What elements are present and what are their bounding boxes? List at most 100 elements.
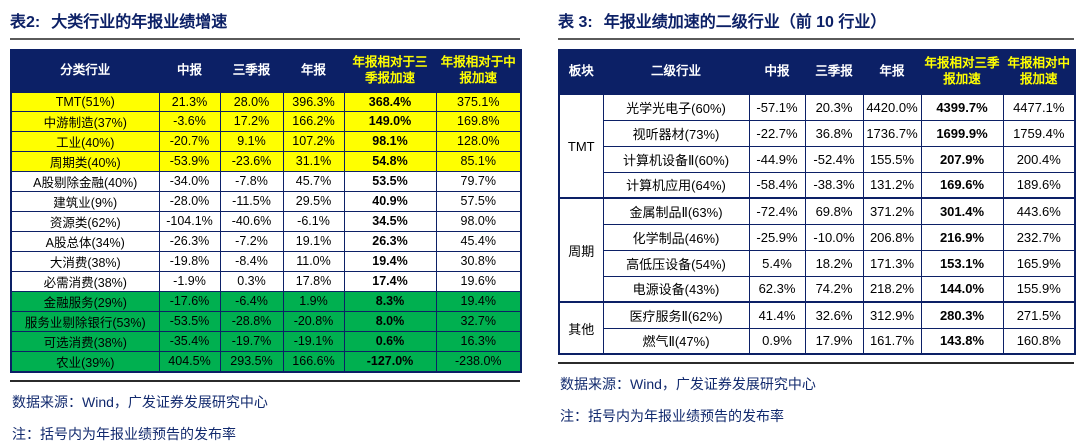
table3-cell: -44.9% — [748, 145, 806, 173]
table3-data-source: 数据来源：Wind，广发证券发展研究中心 — [560, 376, 816, 392]
table2-cell: 45.4% — [435, 230, 522, 252]
table2-header-row: 分类行业 中报 三季报 年报 年报相对于三季报加速 年报相对于中报加速 — [10, 49, 522, 93]
table2-cell: 128.0% — [435, 130, 522, 152]
table3-cell: 155.9% — [1002, 275, 1076, 303]
table3-cell: 4420.0% — [862, 93, 922, 121]
table2-title-text: 大类行业的年报业绩增速 — [51, 14, 228, 31]
table2-row: A股剔除金融(40%) -34.0% -7.8% 45.7% 53.5% 79.7% — [10, 170, 522, 192]
table3-sector-其他: 其他 — [558, 301, 604, 355]
table2-cell: 1.9% — [282, 290, 345, 312]
table2-cell: 40.9% — [343, 190, 437, 212]
table2-cell: 368.4% — [343, 91, 437, 112]
table2-cell: 工业(40%) — [10, 130, 160, 152]
table2-cell: 107.2% — [282, 130, 345, 152]
table3-cell: 4399.7% — [920, 93, 1004, 121]
table2-cell: 34.5% — [343, 210, 437, 232]
table3-cell: 17.9% — [804, 327, 864, 355]
table2-cell: 资源类(62%) — [10, 210, 160, 232]
table2-cell: -238.0% — [435, 350, 522, 372]
table2-cell: 29.5% — [282, 190, 345, 212]
table3-cell: 443.6% — [1002, 197, 1076, 225]
table3-cell: 153.1% — [920, 249, 1004, 277]
table2-header-1: 中报 — [158, 49, 221, 93]
table2-cell: 54.8% — [343, 150, 437, 172]
table2-cell: 149.0% — [343, 110, 437, 132]
table3-cell: -38.3% — [804, 171, 864, 199]
table2-cell: A股剔除金融(40%) — [10, 170, 160, 192]
table3-cell: -10.0% — [804, 223, 864, 251]
table2-cell: 大消费(38%) — [10, 250, 160, 272]
table3-cell: 144.0% — [920, 275, 1004, 303]
table2-cell: -3.6% — [158, 110, 221, 132]
table3-title: 表 3: 年报业绩加速的二级行业（前 10 行业） — [558, 8, 1074, 32]
table3-cell: 216.9% — [920, 223, 1004, 251]
table3-sector-TMT: TMT — [558, 93, 604, 199]
table2-header-5: 年报相对于中报加速 — [435, 49, 522, 93]
table2-title: 表2: 大类行业的年报业绩增速 — [10, 8, 520, 32]
table2-row: 大消费(38%) -19.8% -8.4% 11.0% 19.4% 30.8% — [10, 250, 522, 272]
table2-cell: 建筑业(9%) — [10, 190, 160, 212]
table2-title-label: 表2: — [10, 14, 41, 31]
table3-cell: 0.9% — [748, 327, 806, 355]
table2-cell: -35.4% — [158, 330, 221, 352]
table3-cell: 301.4% — [920, 197, 1004, 225]
table2-cell: -104.1% — [158, 210, 221, 232]
table2-cell: 79.7% — [435, 170, 522, 192]
table2-header-4: 年报相对于三季报加速 — [343, 49, 437, 93]
table3-title-text: 年报业绩加速的二级行业（前 10 行业） — [603, 14, 887, 31]
table2-cell: -127.0% — [343, 350, 437, 372]
table3-header-0: 板块 — [558, 49, 604, 95]
table3-cell: 金属制品Ⅱ(63%) — [602, 197, 750, 225]
table2-cell: 0.3% — [219, 270, 284, 292]
table3-row: 高低压设备(54%) 5.4% 18.2% 171.3% 153.1% 165.9% — [559, 249, 1076, 277]
table2-row: 可选消费(38%) -35.4% -19.7% -19.1% 0.6% 16.3% — [10, 330, 522, 352]
table2-cell: 166.2% — [282, 110, 345, 132]
table3-header-4: 年报 — [862, 49, 922, 95]
table2-cell: 166.6% — [282, 350, 345, 372]
table2-cell: -53.9% — [158, 150, 221, 172]
table3-row: 计算机设备Ⅱ(60%) -44.9% -52.4% 155.5% 207.9% 200.4… — [559, 145, 1076, 173]
table3-cell: 光学光电子(60%) — [602, 93, 750, 121]
table2-cell: 可选消费(38%) — [10, 330, 160, 352]
table2-row: 服务业剔除银行(53%) -53.5% -28.8% -20.8% 8.0% 32.7% — [10, 310, 522, 332]
table3-cell: 69.8% — [804, 197, 864, 225]
table3-cell: 18.2% — [804, 249, 864, 277]
table2-cell: 17.8% — [282, 270, 345, 292]
table3-note: 注：括号内为年报业绩预告的发布率 — [560, 408, 784, 424]
table3-title-rule — [558, 38, 1074, 40]
table3-cell: 41.4% — [748, 301, 806, 329]
table2-cell: 9.1% — [219, 130, 284, 152]
table3-header-2: 中报 — [748, 49, 806, 95]
table3-header-row: 板块 二级行业 中报 三季报 年报 年报相对三季报加速 年报相对中报加速 — [558, 49, 1076, 95]
table2-cell: 中游制造(37%) — [10, 110, 160, 132]
table2-footer-rule — [10, 379, 520, 382]
table2-cell: 85.1% — [435, 150, 522, 172]
table2-note: 注：括号内为年报业绩预告的发布率 — [12, 425, 236, 442]
table3-cell: -72.4% — [748, 197, 806, 225]
table2-cell: -1.9% — [158, 270, 221, 292]
table2-row: 周期类(40%) -53.9% -23.6% 31.1% 54.8% 85.1% — [10, 150, 522, 172]
table3-cell: 视听器材(73%) — [602, 119, 750, 147]
table2-cell: -23.6% — [219, 150, 284, 172]
table3-cell: 36.8% — [804, 119, 864, 147]
table2-cell: TMT(51%) — [10, 91, 160, 112]
table2-cell: 21.3% — [158, 91, 221, 112]
table3-cell: 131.2% — [862, 171, 922, 199]
table2-cell: -20.8% — [282, 310, 345, 332]
table3-cell: 燃气Ⅱ(47%) — [602, 327, 750, 355]
table3-cell: 5.4% — [748, 249, 806, 277]
table2-cell: 19.4% — [435, 290, 522, 312]
table2-cell: 金融服务(29%) — [10, 290, 160, 312]
table2-cell: -11.5% — [219, 190, 284, 212]
table2-cell: -19.1% — [282, 330, 345, 352]
table3-cell: 206.8% — [862, 223, 922, 251]
table2-cell: 16.3% — [435, 330, 522, 352]
table2-cell: -19.8% — [158, 250, 221, 272]
table2-cell: -40.6% — [219, 210, 284, 232]
table2-panel: 表2: 大类行业的年报业绩增速 分类行业 中报 三季报 年报 年报相对于三季报加速 年报相对… — [10, 4, 522, 444]
table2-row: 必需消费(38%) -1.9% 0.3% 17.8% 17.4% 19.6% — [10, 270, 522, 292]
table3-footer-rule — [558, 362, 1074, 364]
table2-cell: 293.5% — [219, 350, 284, 372]
table3-cell: 74.2% — [804, 275, 864, 303]
